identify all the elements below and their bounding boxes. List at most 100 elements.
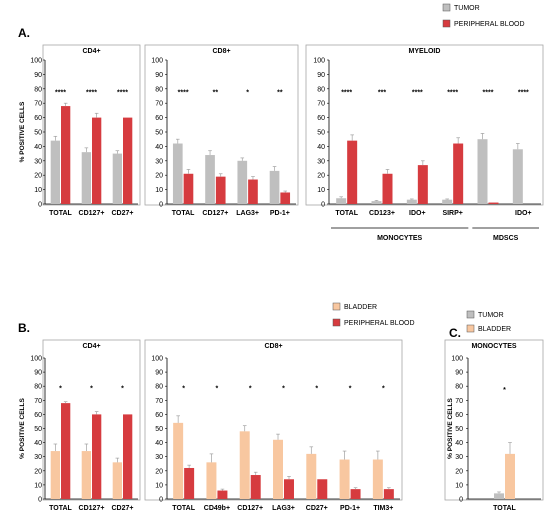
y-tick-label: 80: [155, 384, 163, 391]
y-tick-label: 10: [455, 482, 463, 489]
category-label: TOTAL: [49, 210, 72, 217]
significance-mark: *: [121, 385, 124, 392]
significance-mark: *: [249, 385, 252, 392]
panel-letter: B.: [18, 321, 30, 335]
bar-peripheral-blood: [92, 414, 102, 499]
y-tick-label: 70: [155, 101, 163, 108]
category-label: TOTAL: [172, 210, 195, 217]
y-tick-label: 40: [155, 144, 163, 151]
category-label: CD27+: [306, 505, 328, 512]
y-tick-label: 40: [34, 144, 42, 151]
y-tick-label: 70: [34, 101, 42, 108]
category-label: PD-1+: [340, 505, 360, 512]
bar-bladder: [273, 439, 283, 499]
group-label-monocytes: MONOCYTES: [377, 235, 422, 242]
y-axis-label: % POSITIVE CELLS: [19, 101, 26, 162]
category-label: CD127+: [237, 505, 263, 512]
category-label: CD127+: [79, 505, 105, 512]
y-tick-label: 30: [34, 454, 42, 461]
category-label: SIRP+: [442, 210, 462, 217]
chart-title: CD8+: [264, 343, 282, 350]
category-label: PD-1+: [270, 210, 290, 217]
y-tick-label: 80: [34, 86, 42, 93]
bar-bladder: [239, 431, 250, 499]
legend-label: BLADDER: [478, 326, 511, 333]
significance-mark: ****: [178, 90, 189, 97]
bar-tumor: [406, 199, 417, 204]
bar-tumor: [172, 143, 183, 204]
y-tick-label: 20: [155, 468, 163, 475]
significance-mark: *: [216, 385, 219, 392]
y-tick-label: 90: [34, 370, 42, 377]
bar-peripheral-blood: [280, 192, 291, 204]
y-tick-label: 60: [34, 115, 42, 122]
y-tick-label: 100: [30, 58, 42, 65]
y-tick-label: 90: [155, 370, 163, 377]
category-label: CD127+: [202, 210, 228, 217]
y-tick-label: 0: [459, 497, 463, 504]
bar-peripheral-blood: [347, 140, 358, 204]
bar-peripheral-blood: [248, 179, 258, 204]
legend-label: TUMOR: [454, 5, 480, 12]
y-tick-label: 20: [455, 468, 463, 475]
y-tick-label: 50: [317, 130, 325, 137]
y-tick-label: 0: [38, 202, 42, 209]
category-label: CD27+: [112, 505, 134, 512]
y-tick-label: 10: [317, 187, 325, 194]
y-tick-label: 80: [455, 384, 463, 391]
bar-bladder: [173, 422, 184, 499]
bar-bladder: [339, 459, 350, 499]
legend-label: PERIPHERAL BLOOD: [454, 21, 525, 28]
significance-mark: *: [315, 385, 318, 392]
y-tick-label: 30: [455, 454, 463, 461]
chart-title: MONOCYTES: [471, 343, 516, 350]
bar-peripheral-blood: [215, 176, 226, 204]
significance-mark: **: [277, 90, 283, 97]
significance-mark: ****: [518, 90, 529, 97]
bar-tumor: [269, 170, 280, 204]
y-tick-label: 30: [34, 158, 42, 165]
legend-swatch: [442, 19, 451, 28]
significance-mark: *: [59, 385, 62, 392]
significance-mark: **: [213, 90, 219, 97]
y-tick-label: 70: [455, 398, 463, 405]
bar-tumor: [477, 139, 488, 204]
bar-bladder: [206, 462, 217, 499]
y-tick-label: 90: [34, 72, 42, 79]
category-label: TOTAL: [49, 505, 72, 512]
bar-peripheral-blood: [317, 479, 328, 499]
significance-mark: *: [382, 385, 385, 392]
y-tick-label: 20: [34, 173, 42, 180]
significance-mark: ****: [117, 90, 128, 97]
chart-frame: [305, 44, 544, 206]
category-label: TOTAL: [493, 505, 516, 512]
significance-mark: *: [503, 387, 506, 394]
significance-mark: ****: [86, 90, 97, 97]
legend-swatch: [466, 310, 475, 319]
significance-mark: ****: [483, 90, 494, 97]
legend-swatch: [442, 3, 451, 12]
legend-swatch: [332, 302, 341, 311]
y-tick-label: 0: [321, 202, 325, 209]
chart-frame: [42, 44, 141, 206]
bar-tumor: [205, 155, 215, 204]
panel-letter: C.: [449, 326, 461, 340]
bar-bladder: [306, 453, 317, 499]
bar-peripheral-blood: [217, 490, 228, 499]
y-tick-label: 80: [317, 86, 325, 93]
y-tick-label: 10: [155, 482, 163, 489]
y-tick-label: 50: [155, 426, 163, 433]
y-tick-label: 80: [34, 384, 42, 391]
category-label: CD127+: [79, 210, 105, 217]
bar-tumor: [494, 493, 504, 499]
bar-tumor: [336, 198, 347, 204]
bar-bladder: [505, 453, 515, 499]
y-tick-label: 90: [317, 72, 325, 79]
y-axis-label: % POSITIVE CELLS: [447, 398, 454, 459]
category-label: TOTAL: [335, 210, 358, 217]
bar-peripheral-blood: [488, 202, 499, 204]
bar-peripheral-blood: [350, 489, 361, 499]
panel-letter: A.: [18, 26, 30, 40]
y-tick-label: 40: [155, 440, 163, 447]
